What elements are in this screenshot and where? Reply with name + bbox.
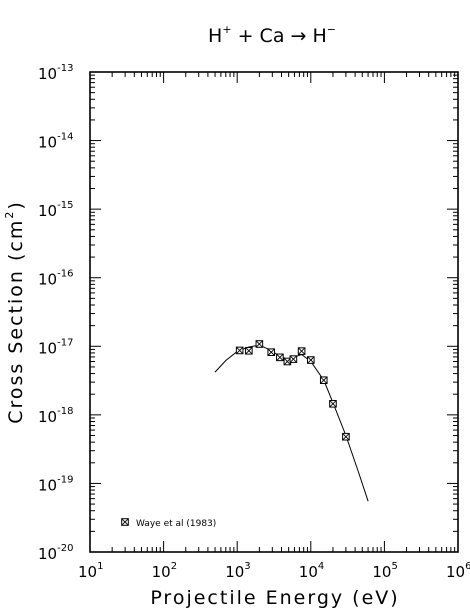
- data-point: [267, 348, 276, 356]
- data-point: [307, 356, 315, 364]
- data-point: [329, 399, 337, 408]
- fit-curve: [214, 344, 369, 502]
- y-axis-label-exp: 2: [3, 210, 16, 219]
- data-point: [255, 340, 264, 348]
- legend: Waye et al (1983): [121, 518, 216, 529]
- data-point: [319, 376, 328, 385]
- title-h-charge: +: [222, 23, 231, 36]
- y-tick-label: 10-17: [38, 337, 73, 357]
- title-h: H: [208, 25, 222, 47]
- x-tick-labels: 101 102 103 104 105 106: [78, 561, 470, 581]
- y-tick-label: 10-13: [38, 63, 73, 83]
- title-hminus-charge: −: [327, 23, 336, 36]
- y-tick-label: 10-18: [38, 406, 73, 426]
- y-axis-label-main: Cross Section (cm: [5, 219, 27, 424]
- x-tick-label: 104: [299, 561, 324, 581]
- legend-marker: [121, 518, 129, 526]
- y-axis-label-end: ): [5, 200, 27, 209]
- x-tick-label: 102: [152, 561, 177, 581]
- x-tick-label: 101: [78, 561, 103, 581]
- y-axis-label: Cross Section (cm2): [3, 200, 27, 424]
- axis-ticks: [89, 72, 458, 553]
- x-tick-label: 103: [225, 561, 250, 581]
- x-tick-label: 106: [446, 561, 470, 581]
- y-tick-label: 10-15: [38, 200, 73, 220]
- legend-label: Waye et al (1983): [136, 519, 216, 529]
- title-reaction: + Ca → H: [232, 25, 327, 47]
- x-tick-label: 105: [372, 561, 397, 581]
- data-point: [276, 353, 284, 362]
- data-point: [245, 346, 253, 355]
- data-points: [235, 340, 350, 441]
- y-tick-label: 10-16: [38, 269, 73, 289]
- data-point: [289, 355, 298, 363]
- y-tick-label: 10-20: [38, 543, 73, 563]
- plot-frame: [89, 71, 459, 553]
- legend-marker-symbol: [121, 518, 129, 526]
- chart-title: H+ + Ca → H−: [208, 23, 336, 47]
- y-tick-labels: 10-20 10-19 10-18 10-17 10-16 10-15 10-14 10-13: [38, 63, 73, 563]
- y-tick-label: 10-19: [38, 474, 73, 494]
- data-point: [297, 347, 306, 355]
- y-tick-label: 10-14: [38, 132, 73, 152]
- data-point: [342, 432, 350, 441]
- x-axis-label: Projectile Energy (eV): [150, 587, 399, 609]
- data-point: [235, 346, 244, 355]
